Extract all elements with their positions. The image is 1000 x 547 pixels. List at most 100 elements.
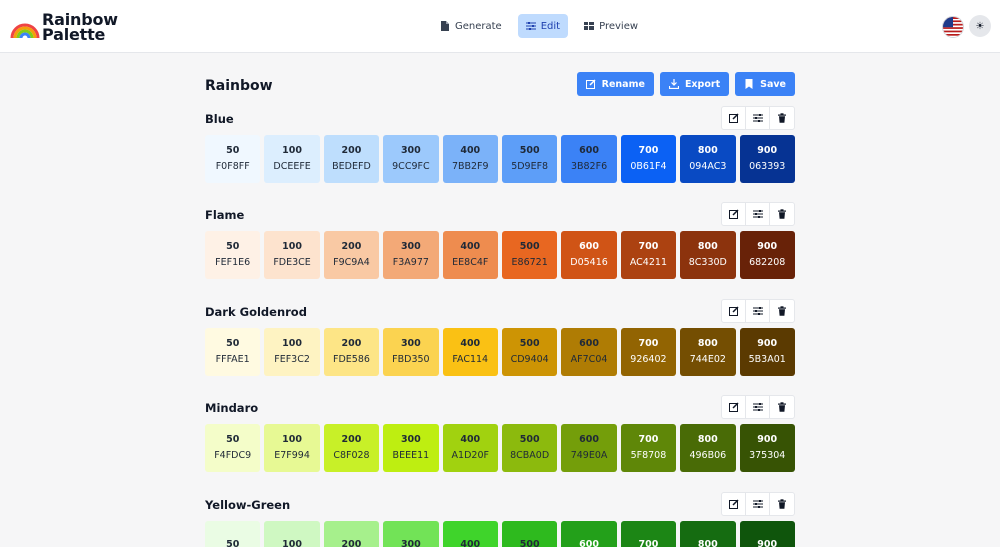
color-swatch[interactable]: 100 E7F994 (264, 424, 320, 472)
swatch-shade: 400 (460, 145, 481, 156)
delete-palette-button[interactable] (770, 300, 794, 322)
sun-icon: ☀ (975, 20, 985, 32)
delete-palette-button[interactable] (770, 203, 794, 225)
adjust-palette-button[interactable] (746, 396, 770, 418)
edit-palette-button[interactable] (722, 493, 746, 515)
adjust-palette-button[interactable] (746, 300, 770, 322)
color-swatch[interactable]: 50 F0F8FF (205, 135, 261, 183)
color-swatch[interactable]: 900 063393 (739, 135, 795, 183)
edit-palette-button[interactable] (722, 203, 746, 225)
app-logo[interactable]: Rainbow Palette (10, 11, 118, 43)
swatch-shade: 100 (282, 145, 302, 156)
color-swatch[interactable]: 300 (383, 521, 439, 547)
color-swatch[interactable]: 50 FEF1E6 (205, 231, 261, 279)
palette-toolbar (721, 299, 795, 323)
us-flag-icon (943, 17, 963, 37)
color-swatch[interactable]: 300 BEEE11 (383, 424, 439, 472)
color-swatch[interactable]: 500 5D9EF8 (501, 135, 558, 183)
color-swatch[interactable]: 100 DCEEFE (264, 135, 320, 183)
color-swatch[interactable]: 200 C8F028 (323, 424, 380, 472)
swatch-hex: F9C9A4 (333, 257, 370, 268)
color-swatch[interactable]: 200 (323, 521, 380, 547)
export-button[interactable]: Export (659, 72, 730, 96)
color-swatch[interactable]: 900 5B3A01 (739, 328, 795, 376)
tab-edit[interactable]: Edit (517, 14, 569, 38)
color-swatch[interactable]: 100 FDE3CE (264, 231, 320, 279)
color-swatch[interactable]: 200 F9C9A4 (323, 231, 380, 279)
color-swatch[interactable]: 700 926402 (620, 328, 677, 376)
color-swatch[interactable]: 50 F4FDC9 (205, 424, 261, 472)
color-swatch[interactable]: 500 CD9404 (501, 328, 558, 376)
color-swatch[interactable]: 800 094AC3 (680, 135, 736, 183)
color-swatch[interactable]: 600 (561, 521, 617, 547)
color-swatch[interactable]: 300 F3A977 (383, 231, 439, 279)
color-swatch[interactable]: 50 (205, 521, 261, 547)
main-nav: Generate Edit Preview (432, 14, 646, 38)
delete-palette-button[interactable] (770, 107, 794, 129)
tab-generate[interactable]: Generate (432, 14, 510, 38)
color-swatch[interactable]: 600 749E0A (561, 424, 617, 472)
color-swatch[interactable]: 900 (739, 521, 795, 547)
color-swatch[interactable]: 200 BEDEFD (323, 135, 380, 183)
sliders-icon (752, 403, 763, 411)
color-swatch[interactable]: 500 (501, 521, 558, 547)
theme-toggle-button[interactable]: ☀ (969, 15, 991, 37)
color-swatch[interactable]: 800 8C330D (680, 231, 736, 279)
edit-palette-button[interactable] (722, 396, 746, 418)
swatch-shade: 500 (519, 434, 540, 445)
edit-palette-button[interactable] (722, 107, 746, 129)
tab-preview[interactable]: Preview (576, 14, 646, 38)
color-swatch[interactable]: 800 496B06 (680, 424, 736, 472)
color-swatch[interactable]: 700 AC4211 (620, 231, 677, 279)
color-swatch[interactable]: 400 FAC114 (442, 328, 498, 376)
palette-toolbar (721, 202, 795, 226)
tab-edit-label: Edit (540, 20, 561, 32)
edit-icon (728, 499, 739, 509)
color-swatch[interactable]: 400 7BB2F9 (442, 135, 498, 183)
color-swatch[interactable]: 900 375304 (739, 424, 795, 472)
color-swatch[interactable]: 400 A1D20F (442, 424, 498, 472)
swatch-hex: 7BB2F9 (451, 161, 489, 172)
swatch-shade: 600 (579, 145, 599, 156)
trash-icon (778, 402, 786, 412)
color-swatch[interactable]: 100 FEF3C2 (264, 328, 320, 376)
color-swatch[interactable]: 200 FDE586 (323, 328, 380, 376)
color-swatch[interactable]: 800 (680, 521, 736, 547)
language-selector[interactable] (942, 16, 964, 38)
adjust-palette-button[interactable] (746, 203, 770, 225)
swatch-shade: 300 (400, 241, 421, 252)
color-swatch[interactable]: 300 FBD350 (383, 328, 439, 376)
swatch-shade: 100 (282, 338, 302, 349)
color-swatch[interactable]: 400 EE8C4F (442, 231, 498, 279)
color-swatch[interactable]: 600 D05416 (561, 231, 617, 279)
adjust-palette-button[interactable] (746, 107, 770, 129)
color-swatch[interactable]: 600 3B82F6 (561, 135, 617, 183)
edit-palette-button[interactable] (722, 300, 746, 322)
color-swatch[interactable]: 400 (442, 521, 498, 547)
color-swatch[interactable]: 800 744E02 (680, 328, 736, 376)
swatch-hex: 8C330D (688, 257, 727, 268)
color-swatch[interactable]: 300 9CC9FC (383, 135, 439, 183)
save-button[interactable]: Save (735, 72, 795, 96)
color-swatch[interactable]: 50 FFFAE1 (205, 328, 261, 376)
swatch-hex: 375304 (749, 450, 786, 461)
swatch-hex: F3A977 (392, 257, 429, 268)
edit-icon (728, 306, 739, 316)
palette-name: Yellow-Green (205, 498, 291, 512)
adjust-palette-button[interactable] (746, 493, 770, 515)
swatch-row: 50 FFFAE1 100 FEF3C2 200 FDE586 300 FBD350 400 FA… (205, 328, 795, 376)
color-swatch[interactable]: 900 682208 (739, 231, 795, 279)
color-swatch[interactable]: 700 (620, 521, 677, 547)
swatch-shade: 700 (638, 338, 659, 349)
color-swatch[interactable]: 700 5F8708 (620, 424, 677, 472)
grid-icon (584, 22, 595, 30)
color-swatch[interactable]: 700 0B61F4 (620, 135, 677, 183)
color-swatch[interactable]: 500 8CBA0D (501, 424, 558, 472)
delete-palette-button[interactable] (770, 493, 794, 515)
color-swatch[interactable]: 500 E86721 (501, 231, 558, 279)
color-swatch[interactable]: 600 AF7C04 (561, 328, 617, 376)
swatch-shade: 900 (757, 338, 778, 349)
delete-palette-button[interactable] (770, 396, 794, 418)
color-swatch[interactable]: 100 (264, 521, 320, 547)
rename-button[interactable]: Rename (576, 72, 654, 96)
